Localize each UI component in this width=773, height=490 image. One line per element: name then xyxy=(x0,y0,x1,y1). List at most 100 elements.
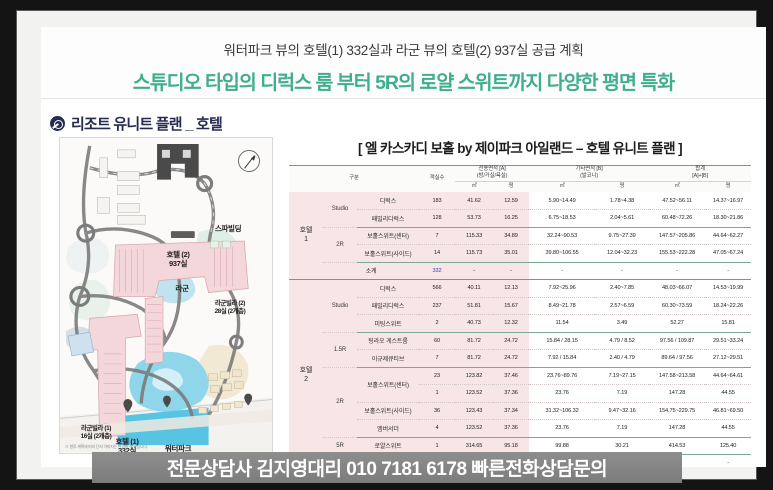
table-row: 호텔 2 Studio 디럭스 566 40.11 12.13 7.92~25.96 2.40~… xyxy=(289,279,752,467)
hotel-group-cell: 호텔 2 xyxy=(289,279,323,467)
resort-site-map[interactable]: 스파빌딩 호텔 (2) 937실 라군 라군빌라 (2) 28실 (2개층) 라군빌라 (1… xyxy=(59,137,273,454)
cell-area-a-sqm: 40.73 xyxy=(455,314,494,333)
cell-area-b-py: 2.57~6.59 xyxy=(595,297,650,316)
table-row: 패밀리디럭스 237 51.81 15.67 8.49~21.78 2.57~6.59 60… xyxy=(289,297,752,316)
th-group: 구분 xyxy=(289,165,420,193)
table-row: 1 123.52 37.36 23.76 7.19 147.28 44.55 xyxy=(289,384,752,403)
table-row: 미팅스위트 2 40.73 12.32 11.54 3.49 52.27 15.81 xyxy=(289,314,752,333)
cell-total-py: 46.81~69.50 xyxy=(705,402,752,421)
contact-bar[interactable]: 전문상담사 김지영대리 010 7181 6178 빠른전화상담문의 xyxy=(92,452,682,483)
map-label-4: 라군빌라 (1) 16실 (2개층) xyxy=(80,425,112,440)
site-map-graphic xyxy=(60,138,272,453)
cell-rooms: 332 xyxy=(419,262,456,281)
table-head: 구분 객실수 전용면적 [A] (방/거실/욕실) 기타면적 [B] (발코니) xyxy=(289,165,752,193)
th-area-b-sub: (발코니) xyxy=(580,173,599,180)
cell-rooms: 60 xyxy=(419,332,456,351)
cell-area-a-py: 37.36 xyxy=(493,384,530,403)
cell-area-b-sqm: 7.92~25.96 xyxy=(529,279,596,298)
cell-area-a-py: 12.13 xyxy=(493,279,530,298)
cell-total-py: 27.12~29.51 xyxy=(705,349,752,368)
cell-total-py: 29.51~33.24 xyxy=(705,332,752,351)
th-b-sqm: ㎡ xyxy=(529,181,596,193)
cell-area-a-py: 12.32 xyxy=(493,314,530,333)
cell-total-py: - xyxy=(705,454,752,467)
cell-total-py: 18.30~21.86 xyxy=(705,209,752,228)
map-label-2: 라군 xyxy=(175,284,189,293)
room-name-cell: 미팅스위트 xyxy=(357,314,420,333)
cell-area-a-py: 95.18 xyxy=(493,437,530,456)
cell-area-b-sqm: 5.90~14.49 xyxy=(529,192,596,211)
cell-area-a-sqm: - xyxy=(455,262,494,281)
table-row: 엠버서더 4 123.52 37.36 23.76 7.19 147.28 44.55 xyxy=(289,419,752,438)
table-row: 2R 보홀스위트(센터) 7 115.33 34.89 32.24~90.53 9.75~2… xyxy=(289,227,752,263)
table-row: 1.5R 팅라오 게스트룸 60 81.72 24.72 15.84 / 28.15 4.7… xyxy=(289,332,752,368)
cell-total-sqm: 97.56 / 109.87 xyxy=(649,332,706,351)
cell-total-sqm: 52.27 xyxy=(649,314,706,333)
cell-total-sqm: 154.75~229.75 xyxy=(649,402,706,421)
cell-rooms: 36 xyxy=(419,402,456,421)
cell-area-a-py: 37.34 xyxy=(493,402,530,421)
cell-total-py: 125.40 xyxy=(705,437,752,456)
room-type-cell: 1.5R xyxy=(323,332,357,368)
map-label-0: 스파빌딩 xyxy=(214,224,242,233)
cell-total-py: 14.53~19.99 xyxy=(705,279,752,298)
map-label-3: 라군빌라 (2) 28실 (2개층) xyxy=(214,300,246,315)
cell-rooms: 7 xyxy=(419,227,456,246)
cell-rooms: 7 xyxy=(419,349,456,368)
cell-total-sqm: 89.64 / 97.56 xyxy=(649,349,706,368)
room-name-cell: 보홀스위트(센터) xyxy=(357,367,420,403)
cell-area-a-py: 35.01 xyxy=(493,244,530,263)
cell-rooms: 1 xyxy=(419,384,456,403)
cell-rooms: 2 xyxy=(419,314,456,333)
cell-area-a-py: 24.72 xyxy=(493,332,530,351)
cell-total-py: 44.55 xyxy=(705,384,752,403)
cell-area-a-sqm: 123.52 xyxy=(455,384,494,403)
th-area-a-main: 전용면적 [A] xyxy=(478,166,506,172)
cell-area-a-sqm: 81.72 xyxy=(455,349,494,368)
cell-area-a-sqm: 123.52 xyxy=(455,419,494,438)
cell-area-a-sqm: 53.73 xyxy=(455,209,494,228)
table-row: 패밀리디럭스 128 53.73 16.25 6.75~18.53 2.04~5.61 60… xyxy=(289,209,752,228)
subtotal-label: 소계 xyxy=(323,262,420,281)
cell-area-a-py: 37.46 xyxy=(493,367,530,386)
cell-area-b-py: 1.78~4.38 xyxy=(595,192,650,211)
cell-area-a-sqm: 123.82 xyxy=(455,367,494,386)
room-name-cell: 이규제큐티브 xyxy=(357,349,420,368)
cell-area-a-sqm: 314.65 xyxy=(455,437,494,456)
th-a-sqm: ㎡ xyxy=(455,181,494,193)
cell-area-b-py: - xyxy=(595,262,650,281)
table-row: 소계 332- - - - - - xyxy=(289,262,752,281)
cell-area-b-py: 9.47~32.16 xyxy=(595,402,650,421)
cell-area-a-py: 12.59 xyxy=(493,192,530,211)
resort-badge-icon xyxy=(50,116,65,131)
cell-area-b-sqm: - xyxy=(529,262,596,281)
cell-area-b-py: 7.19 xyxy=(595,419,650,438)
room-name-cell: 디럭스 xyxy=(357,192,420,211)
contact-bar-text: 전문상담사 김지영대리 010 7181 6178 빠른전화상담문의 xyxy=(166,459,608,480)
page-title: 스튜디오 타입의 디럭스 룸 부터 5R의 로얄 스위트까지 다양한 평면 특화 xyxy=(132,72,675,94)
cell-total-sqm: 147.57~205.86 xyxy=(649,227,706,246)
cell-area-b-py: 12.04~32.23 xyxy=(595,244,650,263)
cell-area-b-sqm: 31.32~106.32 xyxy=(529,402,596,421)
cell-total-py: 44.64~62.27 xyxy=(705,227,752,246)
inner-frame: 워터파크 뷰의 호텔(1) 332실과 라군 뷰의 호텔(2) 937실 공급 … xyxy=(16,10,766,480)
header-subtitle: 워터파크 뷰의 호텔(1) 332실과 라군 뷰의 호텔(2) 937실 공급 … xyxy=(223,43,584,58)
room-type-cell: 2R xyxy=(323,367,357,438)
cell-area-a-py: - xyxy=(493,262,530,281)
cell-area-a-sqm: 51.81 xyxy=(455,297,494,316)
cell-area-b-py: 7.19~27.15 xyxy=(595,367,650,386)
room-type-cell: Studio xyxy=(323,192,357,228)
table-row: 보홀스위트(사이드) 36 123.43 37.34 31.32~106.32 9.47~… xyxy=(289,402,752,421)
map-label-6: 워터파크 xyxy=(164,444,192,453)
map-label-5: 호텔 (1) 332실 xyxy=(115,437,139,454)
unit-plan-table: 구분 객실수 전용면적 [A] (방/거실/욕실) 기타면적 [B] (발코니) xyxy=(289,165,752,467)
room-name-cell: 보홀스위트(사이드) xyxy=(357,402,420,421)
cell-total-sqm: 48.03~66.07 xyxy=(649,279,706,298)
th-total-sub: [A]+[B] xyxy=(692,173,708,180)
th-t-sqm: ㎡ xyxy=(649,181,706,193)
cell-area-b-sqm: 23.76 xyxy=(529,419,596,438)
cell-area-a-sqm: 115.33 xyxy=(455,227,494,246)
cell-rooms: 128 xyxy=(419,209,456,228)
th-area-a: 전용면적 [A] (방/거실/욕실) xyxy=(455,165,530,182)
cell-total-sqm: 147.58~213.58 xyxy=(649,367,706,386)
